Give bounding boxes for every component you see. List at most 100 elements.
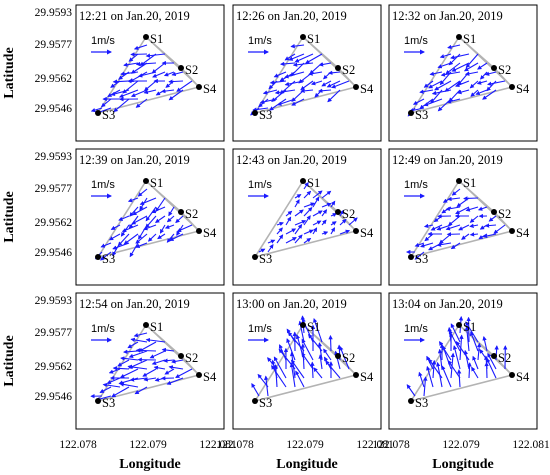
current-vector-arrow xyxy=(135,98,148,108)
current-vector-arrow xyxy=(321,190,332,199)
current-vector-arrow xyxy=(166,215,175,223)
x-tick-label: 122.078 xyxy=(216,439,254,451)
current-vector-arrow xyxy=(313,318,323,343)
current-vector-arrow xyxy=(310,361,315,379)
current-vector-arrow xyxy=(321,202,332,208)
current-vector-arrow xyxy=(128,53,139,62)
station-marker-s4 xyxy=(196,84,202,90)
scale-label: 1m/s xyxy=(91,323,115,335)
panel-frame xyxy=(232,148,382,286)
current-vector-arrow xyxy=(420,242,434,248)
current-vector-arrow xyxy=(118,89,139,98)
current-vector-arrow xyxy=(138,341,157,352)
station-label-s1: S1 xyxy=(463,176,476,190)
current-vector-arrow xyxy=(444,80,461,92)
station-label-s2: S2 xyxy=(342,351,355,365)
panel-4: 12:39 on Jan.20, 2019 1m/s S1 S2 S3 S4 xyxy=(75,148,225,286)
panel-2: 12:26 on Jan.20, 2019 1m/s S1 S2 S3 S4 xyxy=(232,4,382,142)
station-marker-s2 xyxy=(178,209,184,215)
station-label-s1: S1 xyxy=(307,320,320,334)
station-marker-s4 xyxy=(196,228,202,234)
panel-8: 13:00 on Jan.20, 2019 1m/s S1 S2 S3 S4 xyxy=(232,292,382,430)
current-vector-arrow xyxy=(139,197,157,206)
x-axis-label: Longitude xyxy=(119,457,180,472)
current-vector-arrow xyxy=(464,325,470,352)
current-vector-arrow xyxy=(285,237,297,244)
current-vector-arrow xyxy=(120,356,139,361)
station-marker-s4 xyxy=(509,84,515,90)
station-label-s2: S2 xyxy=(185,207,198,221)
current-vector-arrow xyxy=(171,71,184,77)
current-vector-arrow xyxy=(434,80,452,91)
current-vector-arrow xyxy=(301,338,314,361)
station-link xyxy=(302,324,357,376)
current-vector-arrow xyxy=(303,181,309,190)
current-vector-arrow xyxy=(429,71,443,76)
current-vector-arrow xyxy=(447,44,461,50)
current-vector-arrow xyxy=(339,218,347,226)
current-vector-arrow xyxy=(469,215,479,223)
current-vector-arrow xyxy=(112,366,130,371)
current-vector-arrow xyxy=(263,375,269,397)
station-marker-s1 xyxy=(143,178,149,184)
current-vector-arrow xyxy=(133,332,148,338)
station-link xyxy=(145,180,200,232)
station-link xyxy=(145,324,200,376)
station-label-s2: S2 xyxy=(342,63,355,77)
current-vector-arrow xyxy=(258,248,266,253)
current-vector-arrow xyxy=(321,209,328,217)
panel-title: 13:00 on Jan.20, 2019 xyxy=(236,297,347,311)
current-vector-arrow xyxy=(447,360,461,379)
current-vector-arrow xyxy=(135,61,157,67)
current-vector-arrow xyxy=(100,242,112,248)
current-vector-arrow xyxy=(127,341,139,349)
station-marker-s3 xyxy=(95,110,101,116)
station-marker-s1 xyxy=(143,34,149,40)
current-vector-arrow xyxy=(110,224,121,230)
current-vector-arrow xyxy=(147,233,157,242)
current-vector-arrow xyxy=(294,220,307,226)
scale-label: 1m/s xyxy=(404,179,428,191)
panel-frame xyxy=(388,148,538,286)
panel-title: 13:04 on Jan.20, 2019 xyxy=(392,297,503,311)
station-label-s3: S3 xyxy=(415,252,428,266)
current-vector-arrow xyxy=(280,61,296,67)
current-vector-arrow xyxy=(330,213,338,218)
current-vector-arrow xyxy=(450,323,461,343)
y-tick-label: 29.9593 xyxy=(35,7,73,19)
current-vector-arrow xyxy=(303,237,312,244)
y-tick-label: 29.9546 xyxy=(35,103,73,115)
current-vector-arrow xyxy=(271,364,287,388)
current-vector-arrow xyxy=(273,356,287,379)
station-marker-s1 xyxy=(456,178,462,184)
current-vector-arrow xyxy=(442,345,452,370)
station-label-s4: S4 xyxy=(516,370,530,384)
current-vector-arrow xyxy=(295,370,305,388)
station-label-s4: S4 xyxy=(203,82,217,96)
current-vector-arrow xyxy=(164,368,175,375)
station-marker-s1 xyxy=(300,178,306,184)
current-vector-arrow xyxy=(450,242,461,250)
current-vector-arrow xyxy=(440,71,461,77)
current-vector-arrow xyxy=(142,368,157,377)
current-vector-arrow xyxy=(423,98,443,107)
station-marker-s3 xyxy=(408,398,414,404)
current-vector-arrow xyxy=(445,224,461,231)
current-vector-arrow xyxy=(493,224,506,234)
current-vector-arrow xyxy=(312,196,320,208)
current-vector-arrow xyxy=(303,229,314,235)
current-vector-arrow xyxy=(135,348,157,353)
current-vector-arrow xyxy=(273,364,279,388)
station-marker-s3 xyxy=(408,110,414,116)
current-vector-arrow xyxy=(168,206,175,217)
station-label-s1: S1 xyxy=(307,32,320,46)
station-marker-s3 xyxy=(252,254,258,260)
current-vector-arrow xyxy=(289,362,296,388)
current-vector-arrow xyxy=(312,210,323,217)
current-vector-arrow xyxy=(457,89,470,95)
scale-label: 1m/s xyxy=(91,179,115,191)
current-vector-arrow xyxy=(123,62,139,67)
station-marker-s3 xyxy=(95,254,101,260)
station-marker-s4 xyxy=(353,372,359,378)
